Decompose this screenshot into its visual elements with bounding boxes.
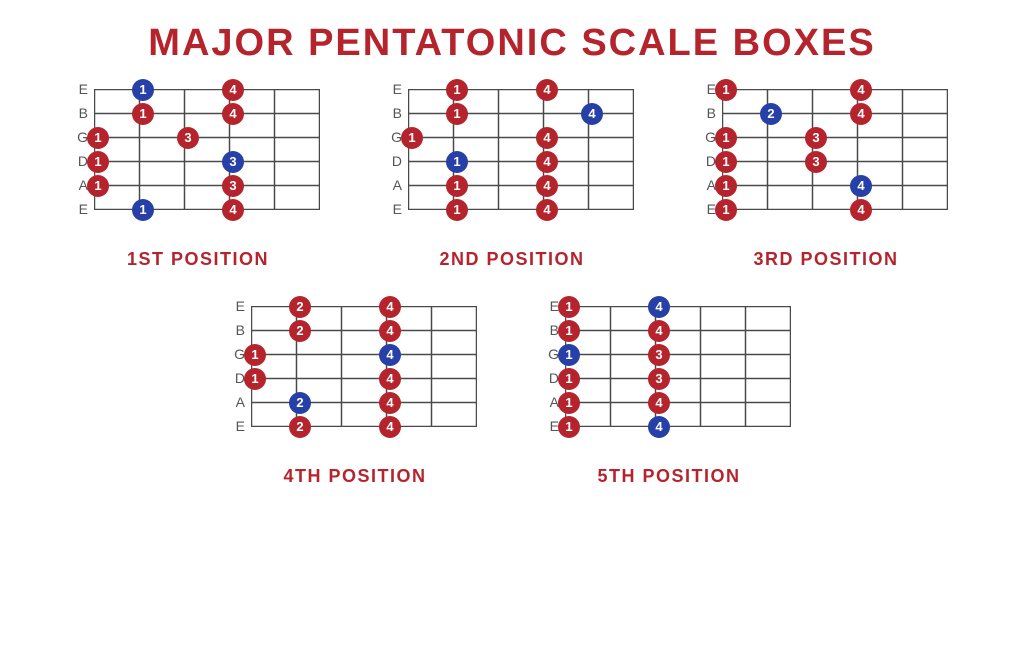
fret-dot: 2 — [289, 296, 311, 318]
fret-dot: 4 — [379, 416, 401, 438]
fret-dot: 4 — [648, 320, 670, 342]
fret-dot: 1 — [446, 151, 468, 173]
string-label: E — [390, 197, 402, 221]
fretboard-diagram: EBGDAE1414131313141ST POSITION — [76, 89, 320, 270]
diagram-caption: 4TH POSITION — [283, 466, 426, 487]
string-label: A — [233, 390, 245, 414]
string-label: E — [76, 197, 88, 221]
fret-dot: 2 — [289, 320, 311, 342]
fretboard-grid — [722, 89, 948, 210]
fretboard: 242414142424 — [251, 306, 477, 427]
fret-dot: 1 — [715, 127, 737, 149]
fret-dot: 2 — [760, 103, 782, 125]
fret-dot: 4 — [648, 296, 670, 318]
fret-dot: 1 — [87, 175, 109, 197]
fret-dot: 3 — [648, 368, 670, 390]
fretboard: 141414141414 — [408, 89, 634, 210]
fret-dot: 1 — [715, 79, 737, 101]
fret-dot: 4 — [379, 320, 401, 342]
string-label: A — [390, 173, 402, 197]
fret-dot: 4 — [222, 103, 244, 125]
fretboard: 141413131414 — [565, 306, 791, 427]
fret-dot: 4 — [379, 368, 401, 390]
fret-dot: 4 — [581, 103, 603, 125]
fret-dot: 4 — [648, 392, 670, 414]
fret-dot: 1 — [558, 416, 580, 438]
diagram-row: EBGDAE1414131313141ST POSITIONEBGDAE1414… — [76, 89, 948, 270]
string-label: E — [233, 294, 245, 318]
fret-dot: 1 — [446, 199, 468, 221]
fret-dot: 4 — [536, 199, 558, 221]
fret-dot: 4 — [536, 151, 558, 173]
fret-dot: 1 — [132, 199, 154, 221]
fret-dot: 3 — [648, 344, 670, 366]
diagram-caption: 5TH POSITION — [597, 466, 740, 487]
string-labels: EBGDAE — [390, 89, 402, 233]
fret-dot: 3 — [177, 127, 199, 149]
fret-dot: 4 — [536, 79, 558, 101]
fret-dot: 2 — [289, 416, 311, 438]
fret-dot: 1 — [87, 127, 109, 149]
diagram-row: EBGDAE2424141424244TH POSITIONEBGDAE1414… — [233, 306, 791, 487]
fret-dot: 1 — [715, 175, 737, 197]
fretboard-diagram: EBGDAE1424131314143RD POSITION — [704, 89, 948, 270]
string-label: E — [233, 414, 245, 438]
fret-dot: 3 — [222, 175, 244, 197]
fret-dot: 1 — [446, 175, 468, 197]
fret-dot: 1 — [132, 79, 154, 101]
fret-dot: 1 — [244, 368, 266, 390]
string-label: B — [76, 101, 88, 125]
fret-dot: 1 — [715, 199, 737, 221]
fretboard-diagram: EBGDAE2424141424244TH POSITION — [233, 306, 477, 487]
string-label: E — [76, 77, 88, 101]
fret-dot: 1 — [244, 344, 266, 366]
string-label: B — [704, 101, 716, 125]
fret-dot: 4 — [850, 199, 872, 221]
fret-dot: 4 — [379, 296, 401, 318]
page-title: MAJOR PENTATONIC SCALE BOXES — [0, 22, 1024, 65]
fret-dot: 4 — [379, 344, 401, 366]
fret-dot: 4 — [379, 392, 401, 414]
fret-dot: 1 — [558, 368, 580, 390]
string-label: E — [390, 77, 402, 101]
fretboard-diagram: EBGDAE1414141414142ND POSITION — [390, 89, 634, 270]
fret-dot: 1 — [401, 127, 423, 149]
fret-dot: 4 — [850, 175, 872, 197]
diagram-caption: 2ND POSITION — [439, 249, 584, 270]
diagram-rows: EBGDAE1414131313141ST POSITIONEBGDAE1414… — [0, 89, 1024, 487]
diagram-caption: 3RD POSITION — [753, 249, 898, 270]
fret-dot: 4 — [222, 199, 244, 221]
fret-dot: 3 — [222, 151, 244, 173]
fret-dot: 1 — [558, 320, 580, 342]
fret-dot: 1 — [132, 103, 154, 125]
fret-dot: 2 — [289, 392, 311, 414]
fret-dot: 4 — [850, 103, 872, 125]
fret-dot: 1 — [558, 296, 580, 318]
string-label: D — [390, 149, 402, 173]
string-label: B — [233, 318, 245, 342]
fretboard: 141413131314 — [94, 89, 320, 210]
fret-dot: 1 — [87, 151, 109, 173]
fret-dot: 4 — [222, 79, 244, 101]
fret-dot: 3 — [805, 151, 827, 173]
fretboard-grid — [94, 89, 320, 210]
fret-dot: 4 — [536, 127, 558, 149]
fretboard-diagram: EBGDAE1414131314145TH POSITION — [547, 306, 791, 487]
fretboard-grid — [251, 306, 477, 427]
fret-dot: 1 — [446, 79, 468, 101]
fret-dot: 4 — [536, 175, 558, 197]
fret-dot: 1 — [715, 151, 737, 173]
fretboard: 142413131414 — [722, 89, 948, 210]
fret-dot: 1 — [558, 392, 580, 414]
fret-dot: 4 — [850, 79, 872, 101]
fret-dot: 3 — [805, 127, 827, 149]
fret-dot: 1 — [558, 344, 580, 366]
string-label: B — [390, 101, 402, 125]
diagram-caption: 1ST POSITION — [127, 249, 269, 270]
fretboard-grid — [565, 306, 791, 427]
fret-dot: 1 — [446, 103, 468, 125]
fret-dot: 4 — [648, 416, 670, 438]
